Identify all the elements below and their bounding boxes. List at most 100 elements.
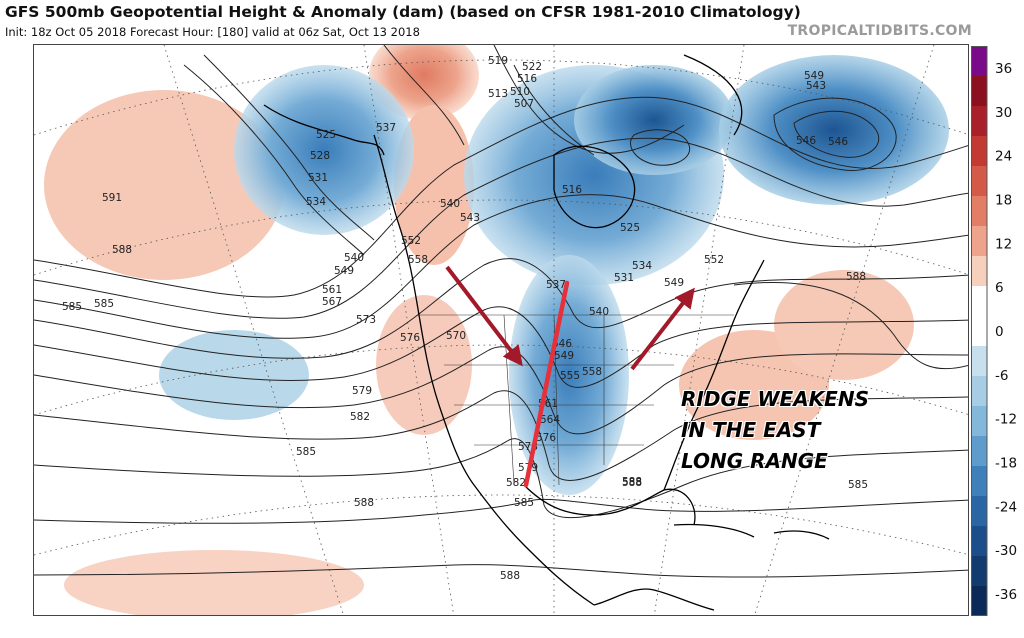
contour-label: 585 <box>296 446 316 458</box>
colorbar-label: -24 <box>995 499 1017 515</box>
brand-watermark: TROPICALTIDBITS.COM <box>787 23 972 39</box>
graticule <box>34 45 968 615</box>
contour-label: 585 <box>94 298 114 310</box>
colorbar-label: 24 <box>995 149 1012 165</box>
annotation-line: LONG RANGE <box>681 449 828 473</box>
colorbar-block <box>971 556 987 587</box>
contour-label: 588 <box>622 476 642 488</box>
west-coast-ridge-anomaly <box>376 295 472 435</box>
colorbar-label: 36 <box>995 61 1012 77</box>
rockies-ridge-anomaly <box>394 105 474 265</box>
alaska-coast <box>263 104 385 156</box>
contour-label: 537 <box>546 279 566 291</box>
contour-label: 552 <box>704 254 724 266</box>
hudson-bay <box>553 145 636 229</box>
contour-label: 567 <box>322 296 342 308</box>
contour-label: 516 <box>517 73 537 85</box>
colorbar-label: 18 <box>995 192 1012 208</box>
annotation-line: RIDGE WEAKENS <box>681 387 869 411</box>
contour-label: 546 <box>828 136 848 148</box>
contour-label: 573 <box>356 314 376 326</box>
contour-label: 531 <box>614 272 634 284</box>
colorbar-label: -6 <box>995 368 1008 384</box>
colorbar-label: -36 <box>995 587 1017 603</box>
contour-label: 537 <box>376 122 396 134</box>
contour-label: 525 <box>316 129 336 141</box>
contour-label: 558 <box>582 366 602 378</box>
contour-label: 540 <box>344 252 364 264</box>
colorbar-block <box>971 46 987 77</box>
colorbar-block <box>971 496 987 527</box>
contour-label: 513 <box>488 88 508 100</box>
contour-label: 585 <box>848 479 868 491</box>
pacific-ridge-anomaly <box>44 90 284 280</box>
contour-label: 540 <box>589 306 609 318</box>
gulf-mexico-coast <box>523 484 696 526</box>
contour-label: 549 <box>334 265 354 277</box>
contour-label: 549 <box>804 70 824 82</box>
contour-label: 564 <box>540 414 560 426</box>
contour-label: 588 <box>500 570 520 582</box>
contour-label: 516 <box>562 184 582 196</box>
central-america <box>593 588 715 611</box>
map-svg: 591 588 585 585 525 528 531 534 540 549 … <box>34 45 968 615</box>
contour-label: 534 <box>632 260 652 272</box>
colorbar-block <box>971 526 987 557</box>
contour-label: 552 <box>401 235 421 247</box>
colorbar-label: 6 <box>995 280 1004 296</box>
colorbar-block <box>971 316 987 347</box>
colorbar-blocks <box>971 46 988 616</box>
hispaniola <box>773 530 830 540</box>
contour-label: 534 <box>306 196 326 208</box>
colorbar-label: 12 <box>995 236 1012 252</box>
trough-arrow-down <box>445 265 523 367</box>
annotation-markup <box>445 265 695 488</box>
height-contours <box>34 45 968 578</box>
colorbar-border <box>971 46 988 616</box>
colorbar-block <box>971 376 987 407</box>
contour-label: 555 <box>560 370 580 382</box>
atlantic-ridge-anomaly <box>774 270 914 380</box>
contour-label: 588 <box>112 244 132 256</box>
trough-axis-line <box>523 280 570 488</box>
greenland <box>683 54 743 136</box>
colorbar-block <box>971 586 987 616</box>
contour-label: 525 <box>620 222 640 234</box>
colorbar-block <box>971 136 987 167</box>
contour-label: 588 <box>846 271 866 283</box>
colorbar-label: -12 <box>995 412 1017 428</box>
gulf-alaska-trough-anomaly <box>234 65 414 235</box>
contour-label: 543 <box>460 212 480 224</box>
subtropical-ridge-anomaly <box>64 550 364 615</box>
contour-label: 585 <box>514 497 534 509</box>
colorbar-block <box>971 286 987 317</box>
contour-label: 582 <box>350 411 370 423</box>
colorbar-block <box>971 466 987 497</box>
contour-label: 588 <box>354 497 374 509</box>
contour-label: 585 <box>62 301 82 313</box>
cuba <box>673 523 755 538</box>
colorbar-labels: 36 30 24 18 12 6 0 -6 -12 -18 -24 -30 -36 <box>995 61 1017 603</box>
contour-label: 549 <box>554 350 574 362</box>
contour-label: 510 <box>510 86 530 98</box>
colorbar-label: -30 <box>995 543 1017 559</box>
contour-label: 522 <box>522 61 542 73</box>
colorbar-block <box>971 436 987 467</box>
contour-label: 591 <box>102 192 122 204</box>
coastlines <box>263 54 830 611</box>
colorbar-label: -18 <box>995 456 1017 472</box>
ridge-arrow-up <box>630 287 695 371</box>
colorbar-block <box>971 226 987 257</box>
contour-label: 540 <box>440 198 460 210</box>
colorbar-block <box>971 76 987 107</box>
pacific-trough-anomaly <box>159 330 309 420</box>
contour-label: 579 <box>352 385 372 397</box>
colorbar-block <box>971 406 987 437</box>
anomaly-map: 591 588 585 585 525 528 531 534 540 549 … <box>33 44 969 616</box>
contour-label: 519 <box>488 55 508 67</box>
colorbar-label: 30 <box>995 105 1012 121</box>
map-title: GFS 500mb Geopotential Height & Anomaly … <box>5 3 801 21</box>
contour-label: 570 <box>446 330 466 342</box>
ridge-annotation: RIDGE WEAKENS IN THE EAST LONG RANGE <box>681 384 869 477</box>
contour-label: 543 <box>806 80 826 92</box>
